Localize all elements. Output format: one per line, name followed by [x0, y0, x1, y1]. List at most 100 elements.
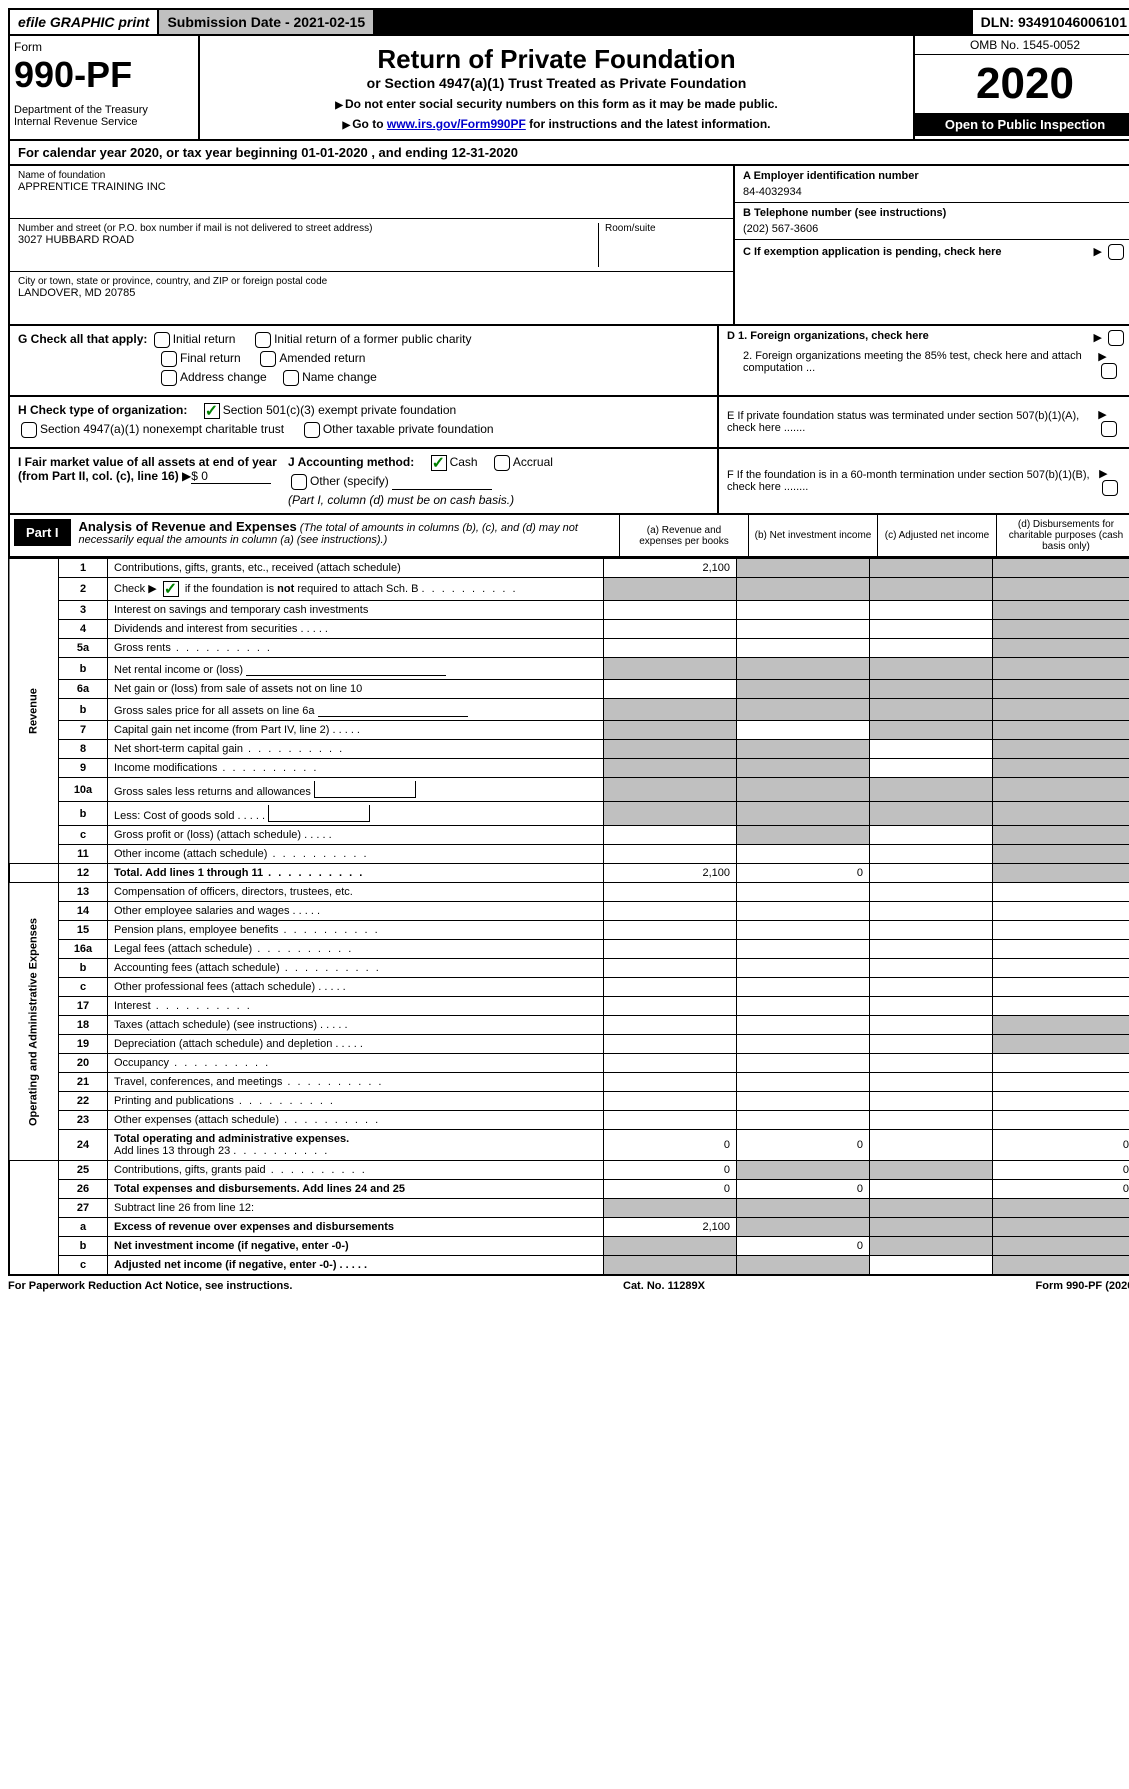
ein-cell: A Employer identification number 84-4032… — [735, 166, 1129, 203]
left-info: Name of foundation APPRENTICE TRAINING I… — [10, 166, 733, 324]
amt-d — [993, 740, 1129, 759]
sch-b-checkbox[interactable] — [163, 581, 179, 597]
table-row: b Net rental income or (loss) — [9, 658, 1129, 680]
e-check: E If private foundation status was termi… — [717, 397, 1129, 447]
amt-a — [604, 721, 737, 740]
501c3-checkbox[interactable] — [204, 403, 220, 419]
ein-label: A Employer identification number — [743, 170, 1127, 182]
amt-c — [870, 1054, 993, 1073]
table-row: 17 Interest — [9, 997, 1129, 1016]
amt-a — [604, 902, 737, 921]
foreign-org-checkbox[interactable] — [1108, 330, 1124, 346]
g-checks: G Check all that apply: Initial return I… — [10, 326, 717, 395]
cogs-box[interactable] — [268, 805, 370, 822]
name-change-checkbox[interactable] — [283, 370, 299, 386]
amt-a — [604, 826, 737, 845]
amt-d — [993, 1016, 1129, 1035]
line-desc: Capital gain net income (from Part IV, l… — [108, 721, 604, 740]
table-row: c Gross profit or (loss) (attach schedul… — [9, 826, 1129, 845]
fmv-value: $ 0 — [191, 469, 271, 484]
amt-a: 2,100 — [604, 559, 737, 578]
line-desc: Accounting fees (attach schedule) — [108, 959, 604, 978]
amt-d — [993, 639, 1129, 658]
year-box: OMB No. 1545-0052 2020 Open to Public In… — [913, 36, 1129, 139]
instr2-suffix: for instructions and the latest informat… — [526, 117, 771, 131]
amt-b — [737, 658, 870, 680]
gross-sales-box[interactable] — [314, 781, 416, 798]
address-change-checkbox[interactable] — [161, 370, 177, 386]
amt-c — [870, 940, 993, 959]
cash-checkbox[interactable] — [431, 455, 447, 471]
rental-income-input[interactable] — [246, 661, 446, 676]
dept-label: Department of the Treasury Internal Reve… — [14, 104, 194, 128]
footer-right: Form 990-PF (2020) — [1036, 1280, 1129, 1292]
final-return-checkbox[interactable] — [161, 351, 177, 367]
amt-d — [993, 559, 1129, 578]
exemption-pending-cell: C If exemption application is pending, c… — [735, 240, 1129, 264]
line-num: 20 — [59, 1054, 108, 1073]
initial-former-checkbox[interactable] — [255, 332, 271, 348]
amt-d — [993, 1092, 1129, 1111]
amt-a — [604, 699, 737, 721]
table-row: 18 Taxes (attach schedule) (see instruct… — [9, 1016, 1129, 1035]
other-specify-input[interactable] — [392, 475, 492, 490]
desc-text: Gross sales price for all assets on line… — [114, 705, 315, 717]
dept-text: Department of the Treasury — [14, 104, 148, 116]
amt-c — [870, 620, 993, 639]
amt-c — [870, 1237, 993, 1256]
amt-c — [870, 639, 993, 658]
amt-d — [993, 620, 1129, 639]
amt-a — [604, 658, 737, 680]
amt-c — [870, 740, 993, 759]
amt-a: 2,100 — [604, 864, 737, 883]
4947a1-checkbox[interactable] — [21, 422, 37, 438]
f-label: F If the foundation is in a 60-month ter… — [727, 469, 1099, 493]
exemption-checkbox[interactable] — [1108, 244, 1124, 260]
h-checks: H Check type of organization: Section 50… — [10, 397, 717, 447]
initial-return-checkbox[interactable] — [154, 332, 170, 348]
h3-label: Other taxable private foundation — [323, 422, 494, 436]
amt-b — [737, 1035, 870, 1054]
calendar-year-line: For calendar year 2020, or tax year begi… — [8, 141, 1129, 166]
line-desc: Other income (attach schedule) — [108, 845, 604, 864]
line-num: c — [59, 1256, 108, 1276]
accrual-checkbox[interactable] — [494, 455, 510, 471]
gross-sales-input[interactable] — [318, 702, 468, 717]
other-taxable-checkbox[interactable] — [304, 422, 320, 438]
exemption-label: C If exemption application is pending, c… — [743, 246, 1002, 258]
amt-d — [993, 1054, 1129, 1073]
amended-return-checkbox[interactable] — [260, 351, 276, 367]
amt-b: 0 — [737, 1237, 870, 1256]
other-method-checkbox[interactable] — [291, 474, 307, 490]
line-num: b — [59, 699, 108, 721]
amt-a — [604, 1111, 737, 1130]
amt-b — [737, 601, 870, 620]
amt-d — [993, 802, 1129, 826]
irs-link[interactable]: www.irs.gov/Form990PF — [387, 117, 526, 131]
form-number: 990-PF — [14, 54, 194, 96]
amt-c — [870, 601, 993, 620]
amt-a — [604, 620, 737, 639]
amt-b — [737, 902, 870, 921]
amt-d — [993, 1256, 1129, 1276]
line-desc: Legal fees (attach schedule) — [108, 940, 604, 959]
instruction-1: Do not enter social security numbers on … — [208, 97, 905, 111]
60-month-checkbox[interactable] — [1102, 480, 1118, 496]
amt-a: 2,100 — [604, 1218, 737, 1237]
line-num: 23 — [59, 1111, 108, 1130]
table-row: 4 Dividends and interest from securities — [9, 620, 1129, 639]
amt-a — [604, 601, 737, 620]
tax-year: 2020 — [915, 55, 1129, 113]
amt-a — [604, 959, 737, 978]
line-num: 18 — [59, 1016, 108, 1035]
g4-label: Amended return — [279, 351, 365, 365]
foreign-85-checkbox[interactable] — [1101, 363, 1117, 379]
amt-d — [993, 921, 1129, 940]
d-checks: D 1. Foreign organizations, check here ▶… — [717, 326, 1129, 395]
line-num: 25 — [59, 1161, 108, 1180]
amt-d — [993, 1035, 1129, 1054]
top-bar: efile GRAPHIC print Submission Date - 20… — [8, 8, 1129, 36]
status-terminated-checkbox[interactable] — [1101, 421, 1117, 437]
h1-label: Section 501(c)(3) exempt private foundat… — [223, 403, 456, 417]
amt-a: 0 — [604, 1161, 737, 1180]
